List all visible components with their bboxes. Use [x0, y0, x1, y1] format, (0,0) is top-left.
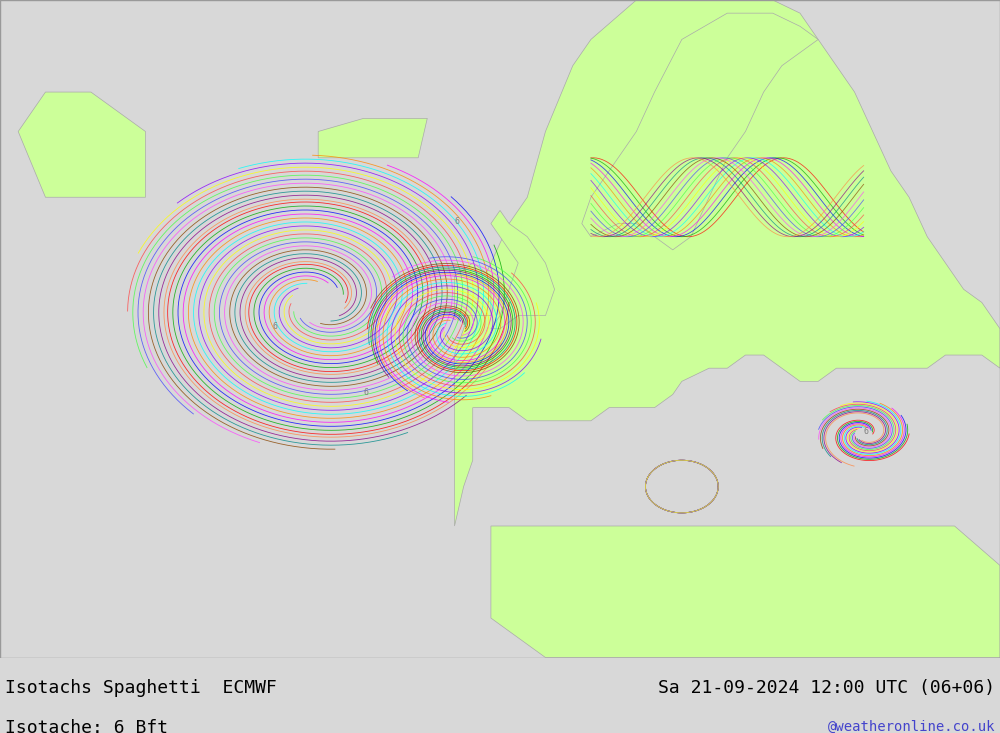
Text: @weatheronline.co.uk: @weatheronline.co.uk [828, 719, 995, 733]
Polygon shape [18, 92, 145, 197]
Text: Isotachs Spaghetti  ECMWF: Isotachs Spaghetti ECMWF [5, 679, 277, 696]
Text: 6: 6 [864, 427, 869, 436]
Text: 6: 6 [273, 322, 278, 331]
Polygon shape [491, 526, 1000, 658]
Text: 6: 6 [364, 388, 369, 397]
Text: Sa 21-09-2024 12:00 UTC (06+06): Sa 21-09-2024 12:00 UTC (06+06) [658, 679, 995, 696]
Polygon shape [318, 118, 427, 158]
Text: Isotache: 6 Bft: Isotache: 6 Bft [5, 719, 168, 733]
Bar [0, 0, 1000, 658]
Polygon shape [582, 13, 818, 250]
Polygon shape [455, 263, 491, 316]
Polygon shape [491, 210, 555, 328]
Text: 6: 6 [455, 216, 460, 226]
Polygon shape [455, 0, 1000, 526]
